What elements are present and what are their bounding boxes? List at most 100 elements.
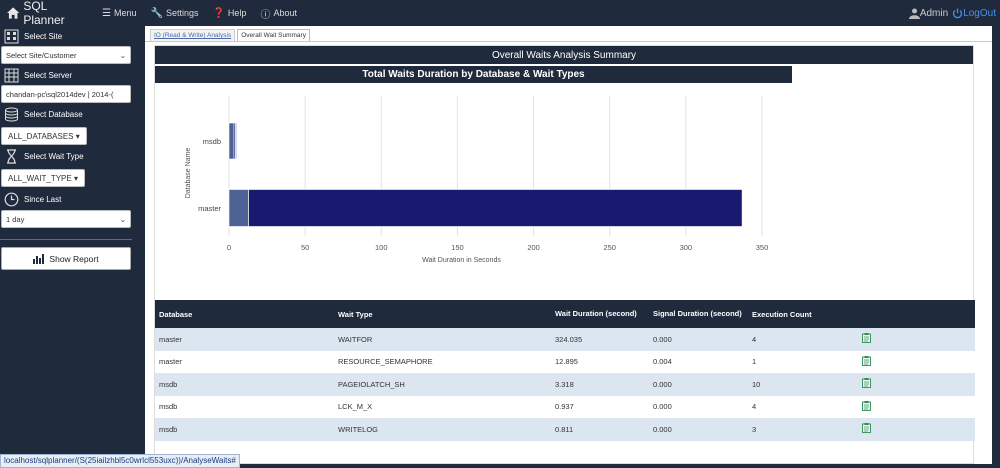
clipboard-icon[interactable]: [862, 378, 871, 389]
table-cell: master: [159, 334, 182, 344]
bar-chart-icon: [33, 253, 45, 264]
table-cell: 0.000: [653, 334, 672, 344]
y-category-label: master: [198, 204, 221, 213]
clipboard-icon[interactable]: [862, 423, 871, 434]
since-label: Since Last: [24, 195, 62, 204]
home-icon: [7, 7, 20, 19]
nav-help[interactable]: ❓ Help: [212, 8, 246, 19]
nav-menu[interactable]: ☰ Menu: [102, 8, 136, 19]
clipboard-icon[interactable]: [862, 355, 871, 366]
tab-io-analysis[interactable]: IO (Read & Write) Analysis: [150, 29, 236, 41]
chart-bar-segment: [228, 189, 249, 227]
tab-strip: IO (Read & Write) Analysis Overall Wait …: [145, 26, 992, 42]
wait-summary-table: Database Wait Type Wait Duration (second…: [155, 300, 975, 441]
status-bar-url: localhost/sqlplanner/(S(25iailzhbl5c0wrl…: [0, 454, 240, 468]
sidebar-divider: [0, 239, 132, 240]
col-signal-duration[interactable]: Signal Duration (second): [653, 309, 742, 318]
nav-about-label: About: [273, 8, 297, 18]
x-tick-label: 200: [527, 243, 540, 252]
chart-bar-segment: [228, 122, 235, 160]
power-icon: [953, 8, 963, 18]
sidebar: Select Site Select Site/Customer ⌄ Selec…: [0, 26, 132, 468]
info-icon: ⓘ: [260, 9, 271, 21]
col-wait-duration[interactable]: Wait Duration (second): [555, 309, 637, 318]
chevron-down-icon: ⌄: [119, 214, 126, 224]
site-label: Select Site: [24, 32, 63, 41]
server-select[interactable]: chandan-pc\sql2014dev | 2014-(: [1, 85, 131, 103]
nav-settings[interactable]: 🔧 Settings: [150, 8, 198, 19]
user-menu[interactable]: Admin: [908, 7, 949, 19]
logout-link[interactable]: LogOut: [952, 8, 996, 19]
table-cell: PAGEIOLATCH_SH: [338, 379, 405, 389]
server-label-row: Select Server: [0, 66, 132, 85]
wait-type-label: Select Wait Type: [24, 152, 84, 161]
y-category-label: msdb: [203, 137, 221, 146]
hamburger-icon: ☰: [102, 7, 111, 19]
question-icon: ❓: [212, 7, 225, 19]
table-cell: 324.035: [555, 334, 583, 344]
x-tick-label: 0: [227, 243, 231, 252]
col-execution-count[interactable]: Execution Count: [752, 309, 812, 319]
table-cell: 0.000: [653, 424, 672, 434]
table-cell: msdb: [159, 379, 178, 389]
panel-title: Overall Waits Analysis Summary: [155, 46, 973, 64]
chart-bar-segment: [235, 122, 238, 160]
col-wait-type[interactable]: Wait Type: [338, 309, 373, 319]
database-row: ALL_DATABASES ▾: [0, 127, 132, 145]
nav-help-label: Help: [227, 8, 247, 18]
x-tick-label: 50: [301, 243, 309, 252]
table-row: msdb WRITELOG 0.811 0.000 3: [155, 418, 975, 441]
table-cell: 4: [752, 402, 757, 412]
database-dropdown[interactable]: ALL_DATABASES ▾: [1, 127, 87, 145]
table-cell: 12.895: [555, 357, 578, 367]
table-row: master WAITFOR 324.035 0.000 4: [155, 328, 975, 351]
wait-type-dropdown[interactable]: ALL_WAIT_TYPE ▾: [1, 169, 85, 187]
user-nav: Admin LogOut: [908, 0, 996, 26]
database-label-row: Select Database: [0, 105, 132, 124]
table-cell: 0.000: [653, 379, 672, 389]
table-cell: master: [159, 357, 182, 367]
chart-bar-segment: [248, 189, 743, 227]
table-cell: LCK_M_X: [338, 402, 373, 412]
x-tick-label: 250: [603, 243, 616, 252]
nav-about[interactable]: ⓘ About: [260, 6, 297, 21]
caret-down-icon: ▾: [75, 131, 80, 141]
y-axis-label: Database Name: [185, 148, 192, 199]
table-row: msdb PAGEIOLATCH_SH 3.318 0.000 10: [155, 373, 975, 396]
table-cell: 1: [752, 357, 757, 367]
table-cell: WRITELOG: [338, 424, 379, 434]
x-tick-label: 100: [375, 243, 388, 252]
table-cell: 10: [752, 379, 761, 389]
col-database[interactable]: Database: [159, 309, 193, 319]
tab-overall-wait-summary[interactable]: Overall Wait Summary: [237, 29, 310, 41]
wait-duration-chart: 0 50 100 150 200 250 300 350 Wait Duration in Se…: [185, 96, 769, 264]
table-cell: 3: [752, 424, 757, 434]
table-row: master RESOURCE_SEMAPHORE 12.895 0.004 1: [155, 350, 975, 373]
server-value: chandan-pc\sql2014dev | 2014-(: [6, 89, 114, 99]
wait-type-label-row: Select Wait Type: [0, 147, 132, 166]
site-label-row: Select Site: [0, 27, 132, 46]
table-cell: 3.318: [555, 379, 574, 389]
show-report-button[interactable]: Show Report: [1, 247, 131, 270]
database-icon: [5, 107, 18, 122]
wrench-icon: 🔧: [150, 7, 163, 19]
chart-title: Total Waits Duration by Database & Wait …: [155, 66, 792, 83]
clipboard-icon[interactable]: [862, 400, 871, 411]
user-name: Admin: [919, 7, 949, 19]
col-action: [858, 300, 975, 328]
x-tick-label: 350: [756, 243, 769, 252]
brand[interactable]: SQL Planner: [0, 0, 88, 27]
site-select[interactable]: Select Site/Customer ⌄: [1, 46, 131, 64]
x-tick-label: 150: [451, 243, 464, 252]
table-cell: msdb: [159, 424, 178, 434]
table-cell: 0.000: [653, 402, 672, 412]
database-label: Select Database: [24, 110, 83, 119]
logout-label: LogOut: [963, 7, 996, 19]
user-icon: [908, 8, 920, 19]
table-cell: WAITFOR: [338, 334, 373, 344]
clipboard-icon[interactable]: [862, 333, 871, 344]
show-report-label: Show Report: [49, 253, 99, 264]
table-cell: 4: [752, 334, 757, 344]
since-select[interactable]: 1 day ⌄: [1, 210, 131, 228]
table-cell-action: [858, 328, 975, 351]
